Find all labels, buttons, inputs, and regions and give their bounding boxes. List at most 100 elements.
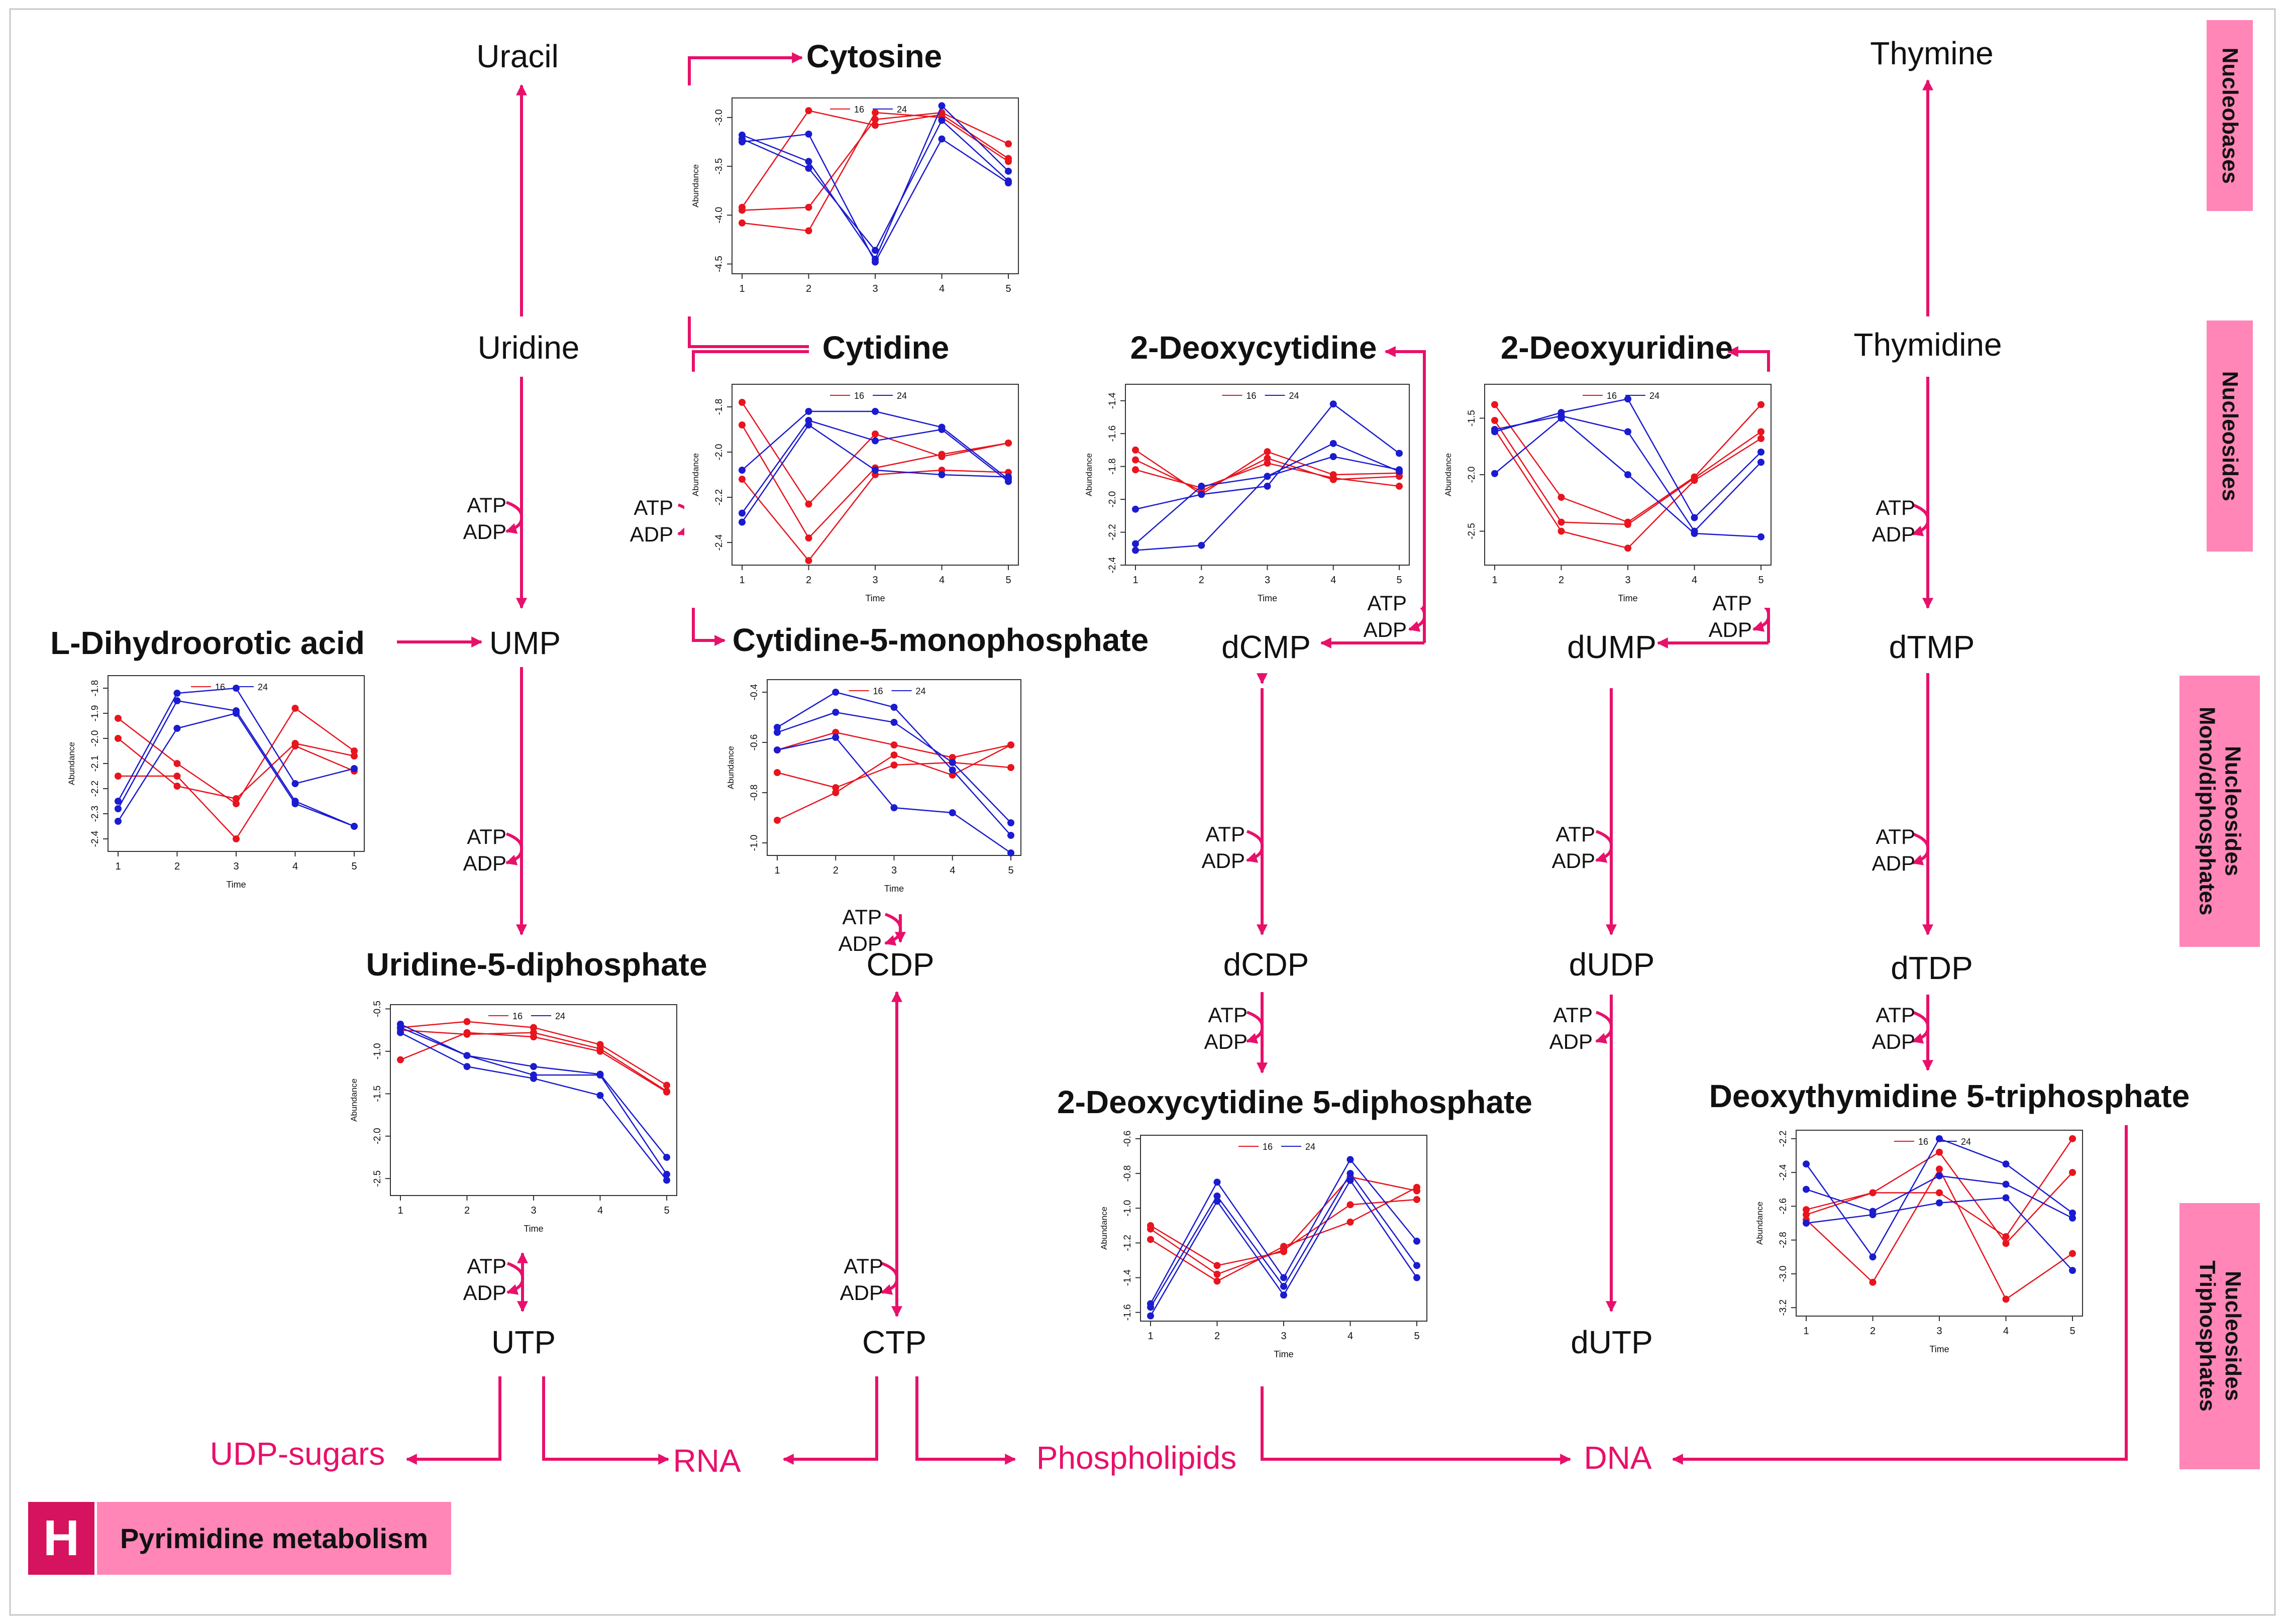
legend-label-24: 24 [916,686,926,696]
y-axis-label: Abundance [1755,1202,1764,1245]
x-tick-label: 5 [1396,575,1402,586]
product-udp-sugars: UDP-sugars [210,1436,385,1472]
node-deoxyuridine: 2-Deoxyuridine [1500,330,1733,366]
node-thymine: Thymine [1870,35,1994,71]
node-uridine-diphosphate: Uridine-5-diphosphate [366,946,707,983]
node-cytidine-monophosphate: Cytidine-5-monophosphate [732,622,1149,658]
data-point-16 [1557,494,1565,501]
data-point-16 [463,1018,471,1025]
cofactor-hook-14 [1911,1011,1930,1044]
data-point-24 [1280,1291,1287,1299]
y-tick-label: -2.5 [1467,523,1477,539]
data-point-16 [1413,1183,1420,1191]
data-point-24 [2069,1267,2076,1274]
data-point-24 [774,729,781,736]
data-point-24 [663,1154,670,1161]
y-tick-label: -2.1 [90,755,100,772]
data-point-24 [233,710,240,717]
chart-dcdp: 1 2 3 4 5 -0.6 -0.8 -1.0 -1.2 -1.4 -1.6 Abundance Ti… [1093,1123,1439,1364]
adp-label: ADP [1204,1029,1248,1053]
atp-label: ATP [1876,1003,1915,1027]
data-point-16 [1396,473,1403,480]
data-point-16 [1936,1189,1943,1197]
data-point-16 [1803,1211,1810,1219]
data-point-24 [1198,542,1205,549]
node-deoxycytidine: 2-Deoxycytidine [1130,330,1377,366]
data-point-24 [2002,1180,2010,1188]
cofactor-hook-4 [884,913,902,946]
data-point-16 [949,772,956,779]
x-tick-label: 4 [939,283,945,294]
x-tick-label: 3 [891,865,897,876]
data-point-24 [351,823,358,830]
data-point-16 [1491,417,1498,424]
data-point-24 [2069,1214,2076,1222]
data-point-24 [1936,1135,1943,1142]
chart-background [684,372,1031,608]
atp-label: ATP [467,493,506,517]
figure-title: Pyrimidine metabolism [97,1502,451,1575]
x-tick-label: 5 [1005,283,1011,294]
data-point-16 [832,789,840,796]
panel-letter: H [28,1502,94,1575]
data-point-24 [397,1024,404,1031]
data-point-16 [1280,1243,1287,1250]
data-point-24 [596,1071,604,1079]
x-tick-label: 3 [1625,575,1630,586]
data-point-24 [2002,1194,2010,1202]
cofactor-thymidine-dtmp: ATP ADP [1872,495,1915,548]
legend-label-16: 16 [1918,1137,1928,1147]
atp-label: ATP [1712,591,1752,615]
data-point-16 [173,760,181,767]
y-tick-label: -2.3 [90,806,100,822]
data-point-24 [805,158,812,165]
x-axis-label: Time [865,593,885,603]
x-tick-label: 5 [1008,865,1013,876]
data-point-16 [1757,435,1764,442]
data-point-24 [1757,459,1764,466]
x-axis-label: Time [1618,593,1637,603]
data-point-16 [1007,741,1014,748]
data-point-16 [291,742,299,749]
adp-label: ADP [840,1280,883,1305]
data-point-24 [890,804,898,811]
data-point-24 [805,165,812,172]
data-point-16 [1936,1165,1943,1173]
data-point-16 [1264,455,1271,462]
data-point-16 [1757,428,1764,436]
y-tick-label: -2.4 [714,534,724,551]
data-point-24 [2069,1209,2076,1217]
y-tick-label: -1.5 [1467,410,1477,426]
data-point-24 [1396,450,1403,457]
y-tick-label: -3.0 [714,110,724,126]
data-point-16 [832,729,840,736]
x-tick-label: 3 [872,575,878,586]
data-point-24 [1803,1160,1810,1168]
data-point-24 [1624,471,1631,478]
atp-label: ATP [1876,825,1915,848]
y-axis-label: Abundance [691,453,700,496]
y-tick-label: -2.4 [1107,557,1118,573]
data-point-16 [1691,477,1698,484]
data-point-16 [832,784,840,791]
data-point-16 [774,769,781,776]
cofactor-dump-dudp: ATP ADP [1552,821,1595,874]
node-dihydroorotic-acid: L-Dihydroorotic acid [50,625,365,661]
y-axis-label: Abundance [1099,1207,1109,1250]
node-utp: UTP [491,1324,556,1360]
y-tick-label: -2.0 [1467,467,1477,483]
data-point-16 [890,741,898,748]
data-point-24 [1691,514,1698,521]
data-point-16 [872,122,879,129]
data-point-24 [872,437,879,445]
data-point-16 [233,795,240,802]
legend-label-16: 16 [854,104,864,115]
data-point-24 [1624,395,1631,403]
y-tick-label: -2.2 [1778,1130,1789,1147]
legend-label-24: 24 [1305,1142,1315,1152]
x-tick-label: 3 [1265,575,1270,586]
x-tick-label: 4 [2003,1326,2009,1337]
data-point-16 [173,783,181,790]
x-tick-label: 2 [806,283,811,294]
data-point-24 [872,467,879,474]
